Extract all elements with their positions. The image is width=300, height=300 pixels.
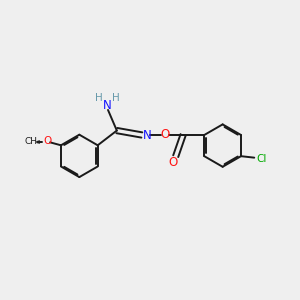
Text: H: H	[112, 93, 120, 103]
Text: O: O	[161, 128, 170, 142]
Text: O: O	[44, 136, 52, 146]
Text: O: O	[169, 156, 178, 169]
Text: CH₃: CH₃	[24, 137, 41, 146]
Text: N: N	[103, 99, 112, 112]
Text: N: N	[142, 129, 151, 142]
Text: Cl: Cl	[256, 154, 267, 164]
Text: H: H	[95, 93, 103, 103]
